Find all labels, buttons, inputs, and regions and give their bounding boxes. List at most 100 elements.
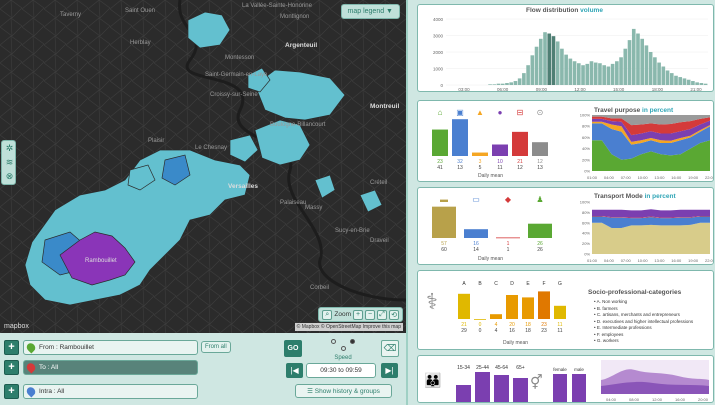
category-bar [522,297,534,319]
flow-bar [631,28,636,85]
flow-xtick: 21:00 [690,87,702,92]
add-to-button[interactable]: + [4,359,19,375]
area-xtick: 13:00 [654,258,665,263]
area-xtick: 10:00 [638,175,649,180]
speed-slow-radio[interactable] [331,339,336,344]
place-label: Saint-Germain-en-Laye [205,72,268,78]
flow-bar [555,41,560,85]
from-all-button[interactable]: From all [201,341,231,353]
age-area-chart[interactable]: 04:00 08:00 12:00 16:00 20:00 [593,356,713,403]
category-bar [458,293,470,319]
area-xtick: 07:00 [621,175,632,180]
place-label: Montesson [225,55,255,61]
area-ytick: 40% [582,146,590,151]
map-legend-button[interactable]: map legend ▼ [340,4,400,19]
go-button[interactable]: GO [284,340,302,357]
bar-value-top: 57 [441,241,447,247]
area-xtick: 19:00 [688,175,699,180]
flow-bar [526,65,530,85]
from-field[interactable]: From : Rambouillet [23,339,198,355]
category-letter: E [526,281,530,287]
age-bar [513,378,528,402]
age-xtick: 16:00 [675,397,686,402]
category-bar [532,142,548,156]
zoom-reset-icon[interactable]: ⟲ [389,309,399,320]
map-view[interactable]: La Vallée-Sainte-Honorine Saint Ouen Tav… [0,0,406,333]
bar-value-top: 10 [497,159,503,165]
network-icon[interactable]: ✲ [5,143,14,153]
previous-time-button[interactable]: |◀ [286,363,303,378]
settings-icon[interactable]: ⊗ [5,171,14,181]
speed-fast-radio[interactable] [340,346,346,351]
bar-value-top: 26 [537,241,543,247]
age-xtick: 12:00 [652,397,663,402]
zoom-in-icon[interactable]: + [353,309,363,320]
flow-histogram[interactable]: 4000 3000 2000 1000 0 03:00 06:00 09:00 12:00 15:… [418,5,714,92]
intra-label: Intra : All [39,387,65,395]
place-label: Rambouillet [85,258,117,264]
socio-legend-item: • A. Non working [594,299,628,304]
area-xtick: 16:00 [671,175,682,180]
flow-bar [543,32,547,85]
category-bar [432,206,456,238]
zoom-fit-icon[interactable]: ⤢ [377,309,387,320]
bar-value-bottom: 5 [479,165,482,171]
speed-normal-radio[interactable] [350,339,355,344]
flow-bar [500,83,505,85]
work-icon: ▣ [456,108,464,117]
selected-zone[interactable] [59,231,136,286]
flow-bar [538,38,543,85]
flow-bar [513,81,518,85]
add-from-button[interactable]: + [4,339,19,355]
flow-bar [665,70,670,85]
gender-bar [553,374,567,402]
age-xtick: 08:00 [629,397,640,402]
add-intra-button[interactable]: + [4,383,19,399]
socio-legend-item: • E. Intermediate professions [594,325,652,330]
flow-xtick: 03:00 [458,87,470,92]
bar-value-bottom: 23 [541,328,547,334]
map-attribution[interactable]: © Mapbox © OpenStreetMap Improve this ma… [294,323,403,331]
flow-bar [678,77,683,85]
flow-bar [610,63,615,85]
age-label: 25-44 [476,365,489,371]
bar-value-top: 12 [537,159,543,165]
train-icon: ▭ [472,195,480,204]
eraser-icon[interactable]: ⌫ [381,340,399,357]
category-bar [474,319,486,320]
category-bar [492,144,508,156]
place-label: Massy [305,205,323,211]
bar-value-bottom: 11 [557,328,562,334]
flow-bar [509,82,514,85]
age-bars[interactable]: 15-34 25-44 45-64 65+ female male [418,356,598,403]
flow-bar [686,79,691,85]
flow-bar [691,81,695,85]
flow-bar [598,63,602,85]
category-bar [432,129,448,156]
next-time-button[interactable]: ▶| [381,363,398,378]
purpose-area-chart[interactable]: 100% 80% 60% 40% 20% 0%01:00 04:00 07:00 10:00 13… [570,101,714,182]
mode-area-chart[interactable]: 100% 80% 60% 40% 20% 0%01:00 04:00 07:00 10:00 13… [570,188,714,265]
age-bar [456,385,471,402]
map-canvas[interactable] [0,0,406,333]
flow-bar [648,52,653,85]
show-history-button[interactable]: ☰ Show history & groups [295,384,392,398]
zoom-search-icon[interactable]: ⌕ [322,309,333,320]
zoom-out-icon[interactable]: − [365,309,375,320]
time-range[interactable]: 09:30 to 09:59 [306,363,376,378]
intra-field[interactable]: Intra : All [23,383,198,399]
place-label: Montlignon [280,14,310,20]
area-layer [592,116,710,136]
flow-distribution-panel: Flow distribution volume 4000 3000 2000 100… [417,4,714,92]
to-field[interactable]: To : All [23,359,198,375]
flow-bar [492,84,497,85]
flow-bar [534,46,539,85]
layers-icon[interactable]: ≋ [5,157,14,167]
flow-bar [669,73,674,85]
place-label: Versailles [228,183,258,190]
from-label: From : Rambouillet [39,343,94,351]
